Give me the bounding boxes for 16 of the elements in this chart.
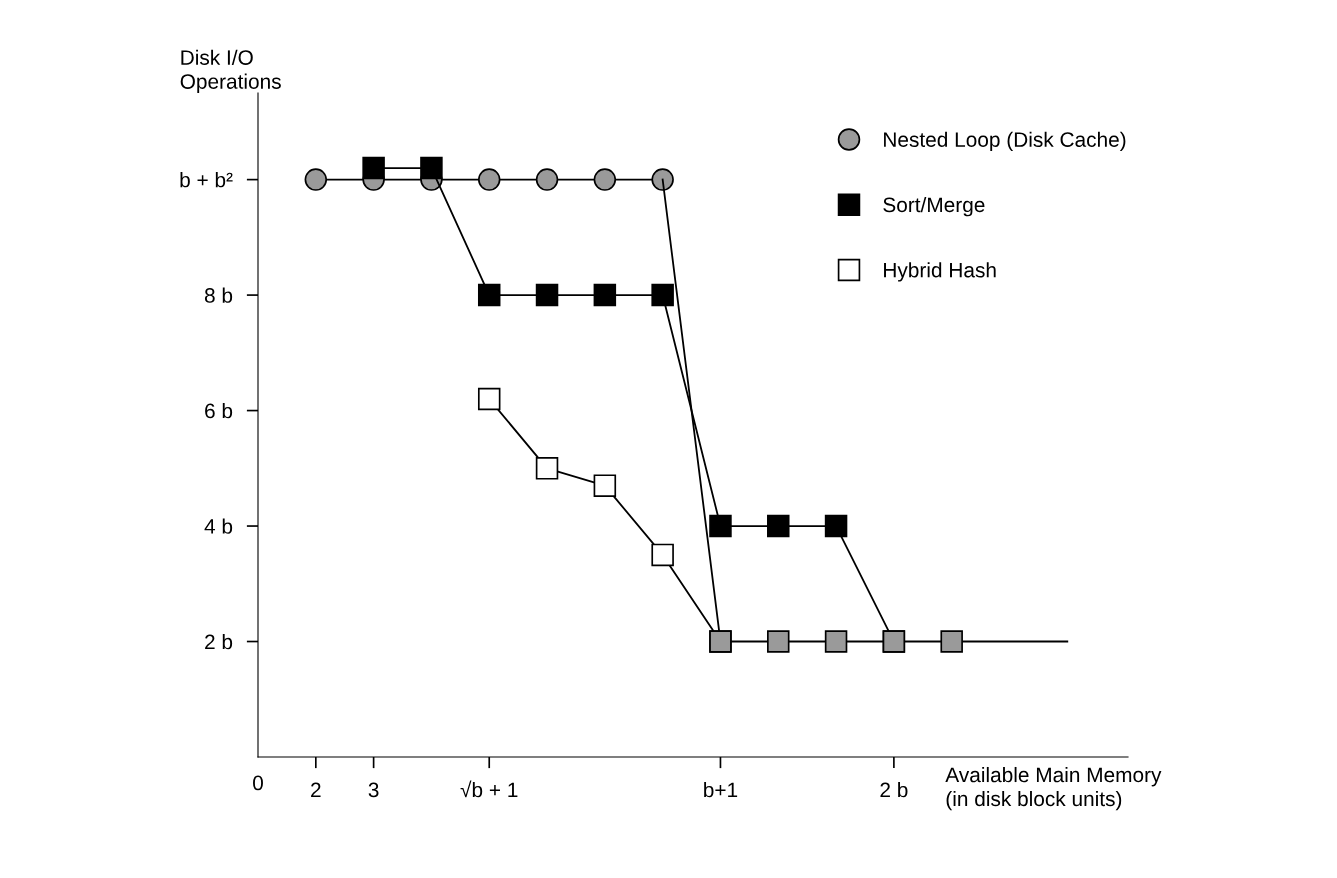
x-axis-title: Available Main Memory (in disk block units) [945,766,1162,811]
x-tick-label: b+1 [704,782,738,798]
y-tick-label: 8 b [204,287,233,303]
legend-label: Nested Loop (Disk Cache) [884,131,1126,152]
y-axis-title: Disk I/O Operations [180,49,281,93]
y-tick-label: b + b² [180,172,233,188]
y-tick-label: 2 b [205,633,233,650]
y-tick-label: 6 b [205,403,233,419]
legend-label: Hybrid Hash [884,262,996,282]
x-tick-label: 2 [311,782,321,798]
x-tick-label: 2 b [880,782,908,798]
legend-label: Sort/Merge [883,196,985,217]
x-tick-label: 0 [253,775,263,791]
x-tick-label: √b + 1 [460,780,518,798]
y-tick-label: 4 b [204,518,233,534]
x-tick-label: 3 [368,782,379,798]
